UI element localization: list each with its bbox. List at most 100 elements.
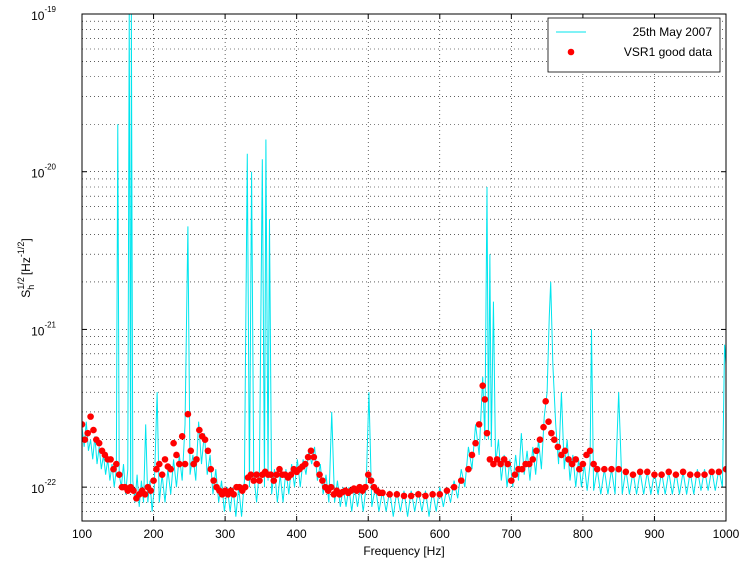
- data-point: [115, 471, 123, 478]
- data-point: [153, 465, 160, 473]
- data-point: [533, 447, 540, 455]
- data-point: [686, 471, 694, 478]
- data-point: [508, 477, 515, 484]
- data-point: [576, 465, 583, 473]
- data-point: [307, 447, 315, 455]
- y-label-sub: h: [26, 285, 36, 290]
- data-point: [110, 465, 117, 473]
- data-point: [147, 487, 154, 494]
- data-point: [672, 471, 680, 478]
- data-point: [379, 489, 386, 497]
- data-point: [107, 456, 114, 463]
- data-point: [173, 451, 180, 459]
- data-point: [651, 471, 658, 478]
- data-point: [170, 439, 177, 447]
- data-point: [665, 468, 673, 476]
- data-point: [316, 471, 323, 478]
- data-point: [593, 465, 601, 473]
- data-point: [113, 460, 120, 468]
- data-point: [481, 396, 489, 403]
- data-point: [287, 471, 295, 478]
- x-tick-label: 100: [72, 527, 92, 541]
- y-label-unit-sup: -1/2: [16, 242, 26, 258]
- data-point: [708, 468, 715, 476]
- data-point: [167, 465, 175, 473]
- data-point: [701, 471, 708, 478]
- data-point: [230, 491, 237, 498]
- y-tick-label: 10-20: [31, 163, 56, 181]
- data-point: [629, 471, 637, 478]
- data-point: [241, 483, 249, 491]
- data-point: [497, 460, 504, 468]
- data-point: [568, 460, 576, 468]
- legend-swatch: [567, 48, 575, 56]
- data-point: [310, 453, 318, 461]
- data-point: [393, 491, 401, 498]
- data-point: [545, 418, 552, 425]
- data-point: [529, 456, 537, 463]
- data-point: [679, 468, 687, 476]
- y-tick-exponent: -21: [44, 320, 56, 329]
- data-point: [161, 456, 169, 463]
- data-point: [579, 460, 587, 468]
- y-tick-exponent: -22: [44, 478, 56, 487]
- data-point: [422, 492, 429, 500]
- data-point: [204, 447, 212, 455]
- data-point: [201, 436, 209, 443]
- data-point: [247, 471, 255, 478]
- data-point: [486, 456, 494, 463]
- data-point: [362, 483, 369, 491]
- data-point: [525, 460, 533, 468]
- data-point: [276, 465, 283, 473]
- data-point: [400, 492, 408, 500]
- data-point: [301, 460, 309, 468]
- data-point: [87, 413, 94, 420]
- y-tick-base: 10: [31, 167, 45, 181]
- legend-label: 25th May 2007: [633, 25, 713, 39]
- data-point: [490, 460, 497, 468]
- data-point: [190, 460, 197, 468]
- data-point: [554, 443, 562, 451]
- data-point: [193, 456, 200, 463]
- y-label-sup: 1/2: [16, 277, 26, 290]
- data-point: [468, 451, 476, 459]
- data-point: [319, 477, 326, 484]
- y-tick-base: 10: [31, 482, 45, 496]
- data-point: [572, 456, 580, 463]
- y-label-close: ]: [19, 238, 33, 241]
- data-point: [82, 421, 86, 428]
- x-tick-label: 500: [358, 527, 378, 541]
- data-point: [715, 468, 723, 476]
- data-point: [472, 439, 479, 447]
- data-point: [250, 477, 258, 484]
- data-point: [636, 468, 644, 476]
- data-point: [561, 447, 569, 455]
- data-point: [722, 465, 726, 473]
- data-point: [407, 492, 415, 500]
- data-point: [643, 468, 651, 476]
- plot-frame: [81, 13, 727, 522]
- data-point: [536, 436, 544, 443]
- series-line: [82, 14, 726, 517]
- data-point: [429, 491, 436, 498]
- data-point: [141, 491, 149, 498]
- y-label-base: S: [19, 290, 33, 298]
- data-point: [548, 429, 555, 437]
- x-tick-label: 700: [501, 527, 521, 541]
- data-point: [158, 471, 166, 478]
- legend: 25th May 2007 VSR1 good data: [547, 17, 721, 73]
- data-point: [590, 460, 597, 468]
- data-point: [273, 471, 280, 478]
- data-point: [327, 483, 335, 491]
- y-tick-label: 10-19: [31, 5, 56, 23]
- x-axis-label: Frequency [Hz]: [363, 544, 444, 558]
- data-point: [504, 460, 512, 468]
- data-point: [150, 477, 157, 484]
- data-point: [256, 477, 263, 484]
- legend-label: VSR1 good data: [624, 45, 712, 59]
- x-tick-label: 300: [215, 527, 235, 541]
- x-tick-label: 600: [430, 527, 450, 541]
- x-tick-label: 1000: [713, 527, 740, 541]
